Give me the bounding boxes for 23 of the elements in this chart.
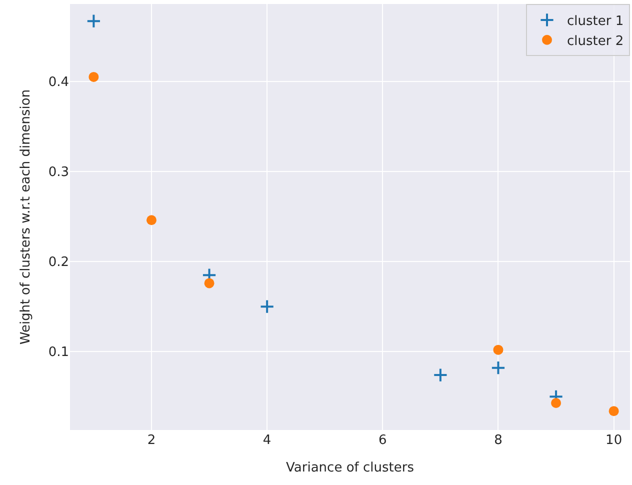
y-tick-label: 0.4	[48, 75, 69, 90]
x-tick-label: 8	[494, 433, 502, 448]
point	[86, 14, 101, 28]
x-tick-label: 6	[378, 433, 387, 448]
x-tick-label: 10	[606, 433, 622, 448]
point	[490, 360, 506, 376]
point	[204, 278, 214, 288]
point	[608, 406, 619, 416]
y-axis-title: Weight of clusters w.r.t each dimension	[18, 89, 34, 345]
y-tick-label: 0.1	[48, 345, 69, 360]
point	[493, 344, 504, 355]
point	[88, 72, 99, 82]
point	[146, 215, 156, 226]
point	[551, 398, 562, 408]
point	[260, 299, 274, 314]
x-tick-label: 2	[147, 433, 156, 448]
legend-label: cluster 2	[567, 34, 624, 49]
y-tick-label: 0.2	[48, 255, 69, 270]
y-tick-label: 0.3	[48, 165, 69, 180]
x-tick-label: 4	[262, 433, 272, 448]
point	[433, 368, 448, 382]
x-axis-title: Variance of clusters	[286, 460, 414, 476]
legend-label: cluster 1	[567, 14, 624, 30]
